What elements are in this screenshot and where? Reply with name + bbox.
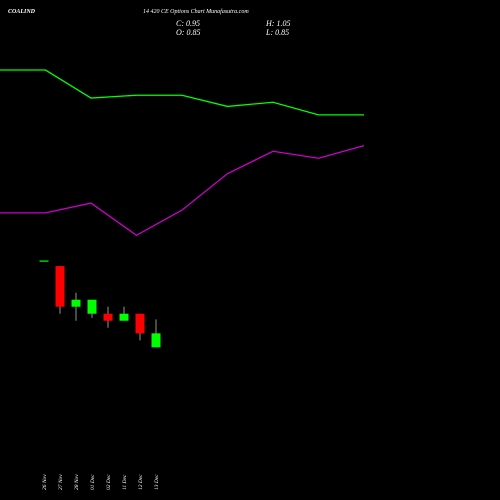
x-tick-label: 28 Nov (74, 474, 80, 490)
open-label: O: 0.85 (176, 28, 200, 37)
low-label: L: 0.85 (265, 28, 289, 37)
candle-body (151, 333, 161, 348)
high-label: H: 1.05 (265, 19, 290, 28)
x-tick-label: 13 Dec (154, 474, 160, 490)
x-tick-label: 26 Nov (42, 474, 48, 490)
candle-body (119, 313, 129, 321)
symbol: COALIND (8, 9, 36, 15)
x-tick-label: 11 Dec (122, 474, 128, 490)
candle-body (87, 299, 97, 314)
candle-body (71, 299, 81, 307)
x-tick-label: 12 Dec (138, 474, 144, 490)
candle-body (135, 313, 145, 334)
chart-title: 14 420 CE Options Chart Munafasutra.com (143, 8, 249, 15)
x-tick-label: 02 Dec (106, 474, 112, 490)
close-label: C: 0.95 (176, 19, 200, 28)
indicator-line (0, 69, 364, 116)
candle-body (39, 260, 49, 262)
candle-body (55, 266, 65, 307)
candle-body (103, 313, 113, 321)
x-tick-label: 01 Dec (90, 474, 96, 490)
indicator-line (0, 145, 365, 237)
x-tick-label: 27 Nov (58, 474, 64, 490)
